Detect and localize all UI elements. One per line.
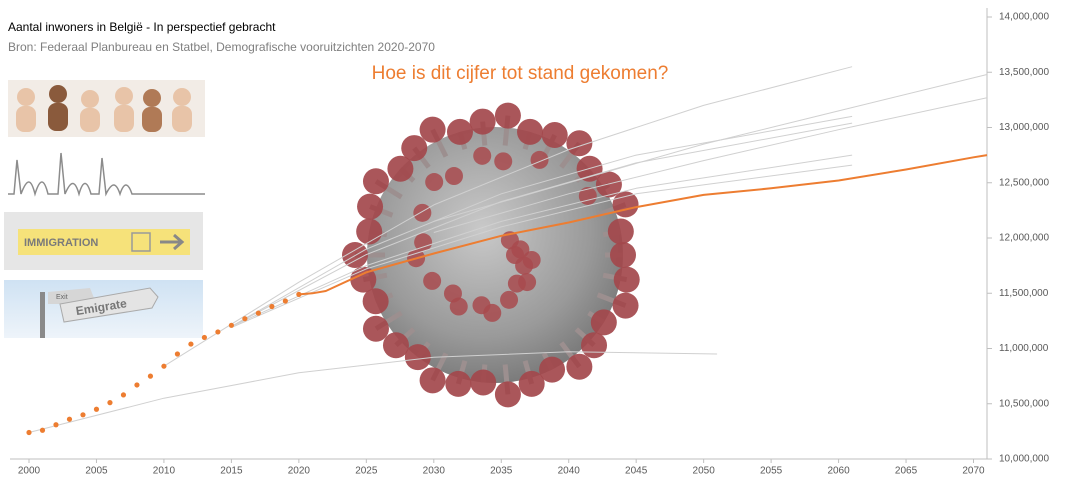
virus-spike bbox=[450, 298, 468, 316]
x-tick-label: 2030 bbox=[423, 466, 446, 477]
annotation: Hoe is dit cijfer tot stand gekomen? bbox=[372, 63, 669, 84]
data-point bbox=[229, 323, 234, 328]
virus-spike bbox=[542, 122, 568, 148]
y-tick-label: 14,000,000 bbox=[999, 12, 1049, 23]
image-label: Exit bbox=[56, 294, 68, 301]
x-tick-label: 2015 bbox=[220, 466, 243, 477]
x-tick-label: 2010 bbox=[153, 466, 176, 477]
virus-spike bbox=[363, 168, 389, 194]
virus-spike bbox=[423, 272, 441, 290]
babies-image bbox=[8, 80, 205, 137]
data-point bbox=[242, 316, 247, 321]
x-tick-label: 2045 bbox=[625, 466, 648, 477]
virus-spike bbox=[608, 218, 634, 244]
data-point bbox=[175, 351, 180, 356]
virus-spike bbox=[610, 242, 636, 268]
x-tick-label: 2035 bbox=[490, 466, 513, 477]
data-point bbox=[215, 329, 220, 334]
virus-spike bbox=[519, 371, 545, 397]
data-point bbox=[121, 392, 126, 397]
x-tick-label: 2020 bbox=[288, 466, 311, 477]
y-tick-label: 12,000,000 bbox=[999, 233, 1049, 244]
data-point bbox=[269, 304, 274, 309]
virus-spike bbox=[566, 354, 592, 380]
chart-subtitle: Bron: Federaal Planbureau en Statbel, De… bbox=[8, 40, 435, 54]
data-point bbox=[188, 341, 193, 346]
x-tick-label: 2040 bbox=[558, 466, 581, 477]
chart-title: Aantal inwoners in België - In perspecti… bbox=[8, 20, 276, 34]
virus-spike bbox=[596, 171, 622, 197]
y-tick-label: 13,500,000 bbox=[999, 67, 1049, 78]
data-point bbox=[94, 407, 99, 412]
virus-spike bbox=[581, 332, 607, 358]
x-tick-label: 2000 bbox=[18, 466, 41, 477]
virus-spike bbox=[518, 273, 536, 291]
y-tick-label: 13,000,000 bbox=[999, 122, 1049, 133]
heartbeat-image bbox=[8, 153, 205, 194]
x-tick-label: 2065 bbox=[895, 466, 918, 477]
data-point bbox=[148, 374, 153, 379]
virus-spike bbox=[470, 369, 496, 395]
data-point bbox=[256, 311, 261, 316]
data-point bbox=[67, 417, 72, 422]
y-tick-label: 12,500,000 bbox=[999, 177, 1049, 188]
y-tick-label: 11,000,000 bbox=[999, 343, 1049, 354]
chart: Aantal inwoners in België - In perspecti… bbox=[0, 0, 1067, 481]
y-tick-label: 11,500,000 bbox=[999, 288, 1049, 299]
x-tick-label: 2005 bbox=[85, 466, 108, 477]
virus-spike bbox=[495, 381, 521, 407]
y-tick-label: 10,000,000 bbox=[999, 454, 1049, 465]
virus-image bbox=[342, 103, 640, 408]
virus-spike bbox=[500, 291, 518, 309]
virus-spike bbox=[613, 191, 639, 217]
y-tick-label: 10,500,000 bbox=[999, 398, 1049, 409]
data-point bbox=[161, 364, 166, 369]
virus-spike bbox=[614, 267, 640, 293]
virus-spike bbox=[517, 119, 543, 145]
data-point bbox=[202, 335, 207, 340]
virus-spike bbox=[405, 344, 431, 370]
virus-spike bbox=[470, 109, 496, 135]
data-point bbox=[134, 382, 139, 387]
virus-spike bbox=[356, 218, 382, 244]
virus-spike bbox=[401, 135, 427, 161]
virus-spike bbox=[523, 251, 541, 269]
x-tick-label: 2070 bbox=[962, 466, 985, 477]
virus-spike bbox=[420, 117, 446, 143]
virus-spike bbox=[383, 332, 409, 358]
virus-spike bbox=[425, 173, 443, 191]
immigration-image: IMMIGRATION bbox=[4, 212, 203, 270]
virus-spike bbox=[591, 309, 617, 335]
virus-spike bbox=[420, 367, 446, 393]
virus-spike bbox=[445, 371, 471, 397]
virus-spike bbox=[531, 151, 549, 169]
data-point bbox=[107, 400, 112, 405]
image-label: IMMIGRATION bbox=[24, 237, 98, 249]
x-tick-label: 2025 bbox=[355, 466, 378, 477]
x-tick-label: 2055 bbox=[760, 466, 783, 477]
series-line bbox=[29, 352, 717, 433]
virus-spike bbox=[494, 152, 512, 170]
virus-spike bbox=[413, 204, 431, 222]
x-tick-label: 2060 bbox=[827, 466, 850, 477]
virus-spike bbox=[445, 167, 463, 185]
virus-spike bbox=[579, 187, 597, 205]
data-point bbox=[26, 430, 31, 435]
virus-spike bbox=[363, 316, 389, 342]
page: {"chart_data": { "type": "line", "title"… bbox=[0, 0, 1067, 481]
virus-spike bbox=[495, 103, 521, 129]
emigrate-image: Exit Emigrate bbox=[4, 280, 203, 338]
virus-spike bbox=[357, 194, 383, 220]
x-tick-label: 2050 bbox=[693, 466, 716, 477]
data-point bbox=[40, 428, 45, 433]
virus-spike bbox=[447, 119, 473, 145]
virus-spike bbox=[613, 293, 639, 319]
virus-spike bbox=[483, 304, 501, 322]
data-point bbox=[80, 412, 85, 417]
data-point bbox=[53, 422, 58, 427]
virus-spike bbox=[473, 147, 491, 165]
data-point bbox=[283, 298, 288, 303]
